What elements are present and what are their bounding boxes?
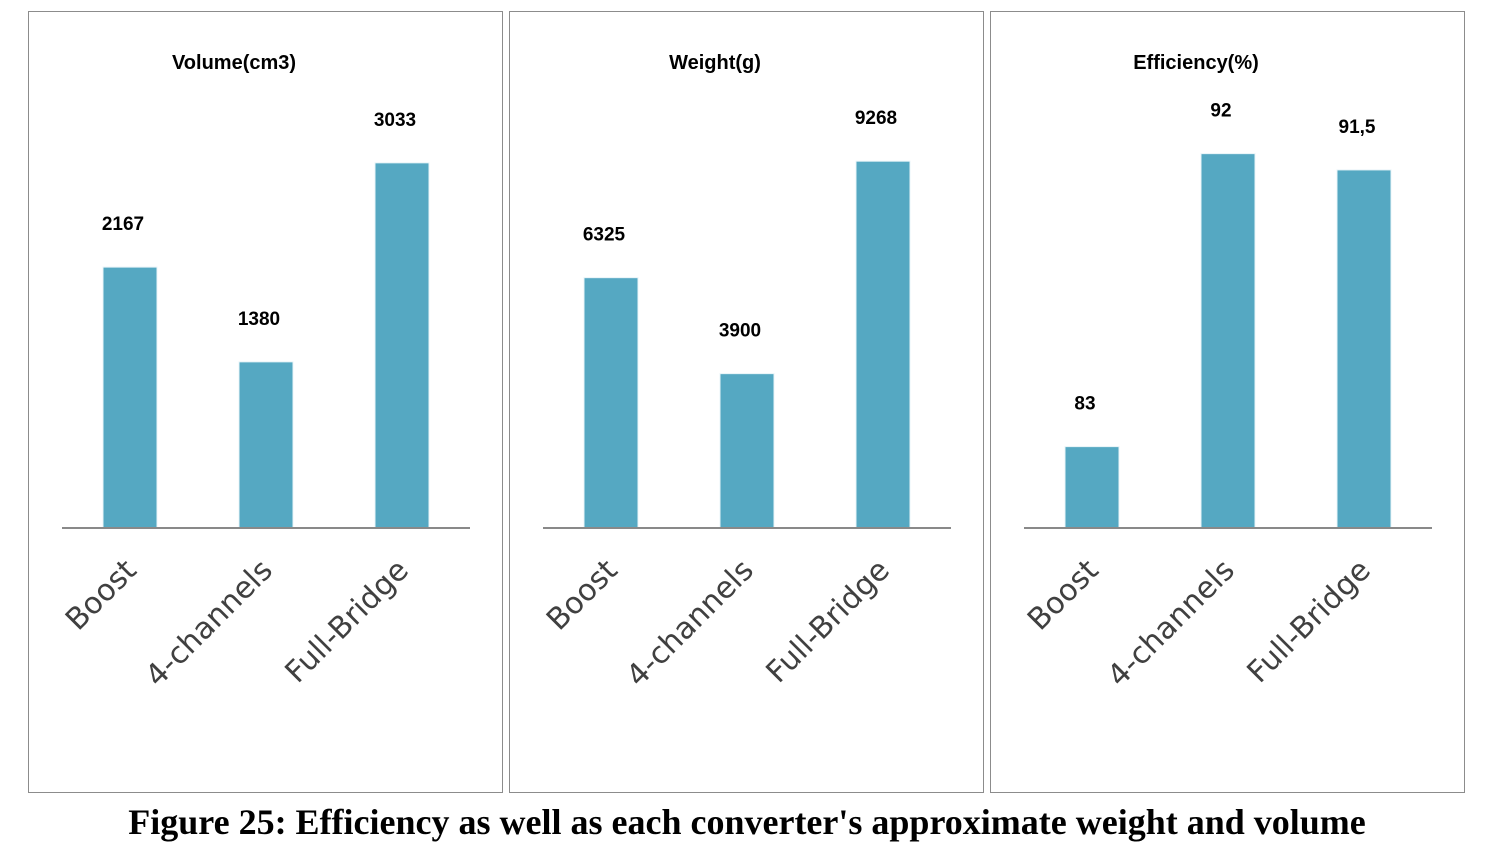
weight-value-label-2: 9268 (855, 108, 897, 129)
volume-bar-1 (238, 361, 294, 529)
volume-category-label-0: Boost (59, 553, 144, 638)
efficiency-chart: Efficiency(%) 83 Boost 92 4-channels 91,5 Full… (1021, 52, 1432, 694)
efficiency-bar-0 (1064, 446, 1120, 529)
weight-bar-2 (855, 160, 911, 529)
weight-bar-0 (583, 277, 639, 529)
weight-bar-1 (719, 373, 775, 529)
weight-category-label-1: 4-channels (620, 553, 761, 694)
efficiency-bar-2 (1336, 169, 1392, 529)
chart-panel-weight: Weight(g) 6325 Boost 3900 4-channels 9268 Full… (509, 11, 984, 793)
volume-value-label-0: 2167 (102, 214, 144, 235)
weight-chart: Weight(g) 6325 Boost 3900 4-channels 9268 Full… (540, 52, 951, 694)
volume-chart: Volume(cm3) 2167 Boost 1380 4-channels 3033 Fu… (59, 52, 470, 694)
figure-caption: Figure 25: Efficiency as well as each co… (128, 802, 1366, 842)
chart-panel-efficiency: Efficiency(%) 83 Boost 92 4-channels 91,5 Full… (990, 11, 1465, 793)
efficiency-value-label-0: 83 (1074, 394, 1095, 415)
efficiency-category-label-0: Boost (1021, 553, 1106, 638)
weight-category-label-0: Boost (540, 553, 625, 638)
volume-category-label-1: 4-channels (139, 553, 280, 694)
volume-value-label-1: 1380 (238, 309, 280, 330)
efficiency-chart-title: Efficiency(%) (1133, 52, 1259, 74)
weight-chart-title: Weight(g) (669, 52, 761, 74)
efficiency-category-label-1: 4-channels (1101, 553, 1242, 694)
volume-bar-2 (374, 162, 430, 529)
efficiency-category-label-2: Full-Bridge (1241, 553, 1378, 690)
efficiency-bar-1 (1200, 153, 1256, 529)
volume-bar-0 (102, 266, 158, 529)
weight-value-label-1: 3900 (719, 321, 761, 342)
volume-value-label-2: 3033 (374, 110, 416, 131)
efficiency-value-label-2: 91,5 (1339, 117, 1376, 138)
weight-value-label-0: 6325 (583, 225, 626, 246)
efficiency-value-label-1: 92 (1210, 101, 1231, 122)
volume-category-label-2: Full-Bridge (279, 553, 416, 690)
volume-chart-title: Volume(cm3) (172, 52, 296, 74)
weight-category-label-2: Full-Bridge (760, 553, 897, 690)
chart-panel-volume: Volume(cm3) 2167 Boost 1380 4-channels 3033 Fu… (28, 11, 503, 793)
